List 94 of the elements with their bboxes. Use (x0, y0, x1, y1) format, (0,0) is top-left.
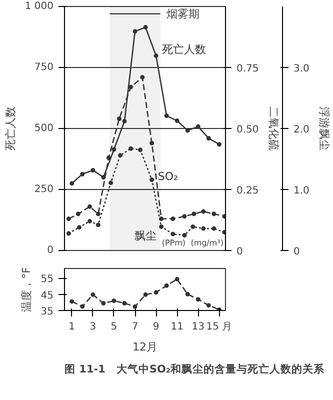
y3-tick-label: 3.0 (294, 64, 310, 74)
point (70, 181, 74, 186)
point (143, 292, 148, 297)
y-axis-title: 死亡人数 (4, 106, 17, 150)
point (108, 180, 114, 186)
point (182, 214, 187, 219)
point (76, 212, 80, 216)
x-tick-label: 15 月 (206, 322, 232, 332)
point (88, 204, 92, 209)
point (66, 216, 71, 222)
point (170, 232, 176, 236)
point (164, 114, 169, 118)
y-tick-label: 0 (47, 245, 54, 256)
point (159, 216, 164, 222)
y-tick-label: 250 (34, 184, 54, 195)
point (112, 298, 116, 304)
point (154, 54, 158, 58)
x-tick-label: 7 (132, 322, 138, 332)
point (76, 225, 82, 230)
series-label: SO₂ (158, 170, 178, 184)
point (182, 233, 187, 238)
series-label: 飘尘 (134, 230, 156, 243)
point (190, 224, 196, 229)
point (96, 222, 100, 228)
point (212, 226, 216, 231)
y2-tick-label: 0.50 (236, 124, 259, 136)
point (222, 214, 226, 219)
x-tick-label: 5 (110, 322, 118, 332)
y3-axis-title: 浮游飘尘 (317, 106, 330, 150)
point (122, 118, 127, 124)
series-label: 死亡人数 (162, 42, 206, 56)
point (140, 75, 145, 80)
point (201, 209, 206, 214)
y-axis-title: 温度，°F (20, 267, 33, 312)
point (66, 231, 71, 236)
x-tick-label: 3 (90, 322, 96, 332)
point (196, 297, 200, 302)
y-tick-label: 750 (34, 62, 54, 73)
point (154, 290, 158, 295)
y2-tick-label: 0 (236, 246, 243, 258)
y-tick-label: 1 000 (24, 1, 54, 12)
point (112, 147, 116, 152)
point (216, 142, 222, 147)
point (174, 276, 180, 282)
point (101, 300, 106, 306)
x-axis-title: 12月 (132, 340, 158, 354)
point (122, 300, 127, 306)
point (128, 146, 134, 151)
point (174, 118, 180, 123)
point (128, 84, 134, 90)
x-tick-label: 9 (152, 322, 160, 332)
point (164, 283, 169, 288)
x-tick-label: 11 (170, 322, 184, 332)
point (206, 136, 211, 141)
point (80, 172, 85, 176)
point (138, 148, 143, 152)
point (192, 212, 196, 216)
point (118, 153, 123, 158)
annotation: (PPm) (162, 238, 186, 248)
point (212, 212, 216, 216)
point (170, 216, 176, 222)
point (206, 303, 211, 308)
point (201, 226, 206, 231)
point (159, 224, 164, 229)
point (150, 140, 154, 146)
y-tick-label: 45 (40, 290, 54, 302)
annotation: (mg/m³) (190, 238, 224, 248)
y-tick-label: 35 (40, 306, 54, 318)
point (185, 292, 190, 296)
y3-tick-label: 1.0 (294, 186, 310, 196)
point (90, 168, 96, 172)
point (116, 116, 122, 121)
x-tick-label: 1 (68, 322, 76, 332)
point (106, 156, 111, 160)
y2-tick-label: 0.25 (236, 186, 259, 196)
y-tick-label: 55 (40, 274, 54, 286)
y2-axis-title: 二氧化硫 (266, 106, 280, 150)
point (222, 230, 226, 234)
x-tick-label: 13 (192, 322, 205, 332)
point (80, 304, 85, 309)
point (96, 212, 100, 216)
caption: 图 11-1 大气中SO₂和飘尘的含量与死亡人数的关系 (64, 362, 326, 376)
point (70, 299, 74, 304)
point (150, 177, 154, 182)
point (132, 304, 138, 309)
y3-tick-label: 0 (294, 246, 300, 258)
y2-tick-label: 0.75 (236, 64, 259, 74)
point (143, 24, 148, 30)
point (90, 292, 96, 297)
y-tick-label: 500 (34, 123, 54, 134)
point (132, 29, 138, 34)
point (88, 218, 92, 224)
band-label: 烟雾期 (166, 7, 200, 20)
y3-tick-label: 2.0 (294, 124, 310, 136)
